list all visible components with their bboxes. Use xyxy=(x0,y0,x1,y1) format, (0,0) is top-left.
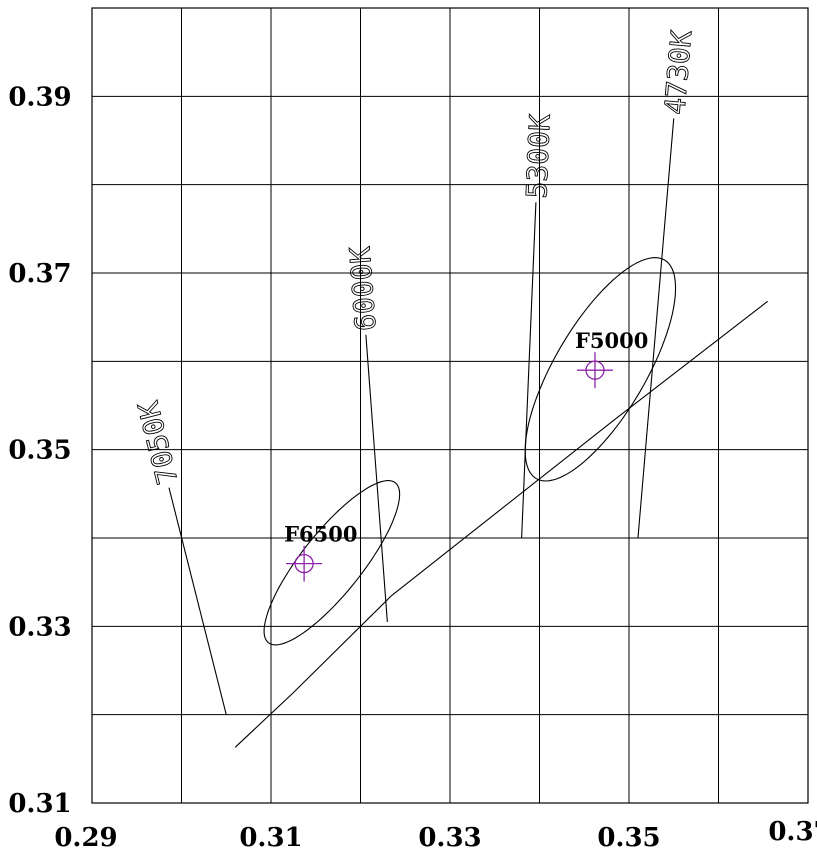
tolerance-ellipse xyxy=(263,480,401,646)
y-tick-label: 0.39 xyxy=(8,82,71,112)
point-marker: F5000 xyxy=(575,328,648,389)
point-marker: F6500 xyxy=(284,522,357,582)
cct-label: 7050K xyxy=(132,398,185,488)
x-tick-label: 0.33 xyxy=(418,823,481,852)
isotemperature-line xyxy=(365,334,388,622)
point-label: F5000 xyxy=(575,328,648,353)
planckian-locus-layer xyxy=(234,300,769,748)
x-axis-ticks: 0.29 0.31 0.33 0.35 0.37 xyxy=(54,817,817,852)
isotemperature-line xyxy=(637,118,675,539)
x-tick-label: 0.37 xyxy=(768,817,817,847)
y-tick-label: 0.35 xyxy=(8,436,71,466)
points-layer: F6500 F5000 xyxy=(284,328,648,582)
cct-label: 4730K xyxy=(658,29,698,116)
cct-label: 6000K xyxy=(343,245,382,332)
cct-label: 5300K xyxy=(520,113,557,199)
planckian-locus xyxy=(234,300,769,748)
y-tick-label: 0.31 xyxy=(8,789,71,819)
grid xyxy=(91,7,809,804)
y-tick-label: 0.33 xyxy=(8,612,71,642)
point-label: F6500 xyxy=(284,522,357,547)
isotemperature-line xyxy=(521,202,537,539)
x-tick-label: 0.29 xyxy=(54,823,117,852)
y-axis-ticks: 0.31 0.33 0.35 0.37 0.39 xyxy=(8,82,71,819)
x-tick-label: 0.35 xyxy=(597,823,660,852)
y-tick-label: 0.37 xyxy=(8,259,71,289)
tolerance-ellipses-layer xyxy=(263,257,677,646)
x-tick-label: 0.31 xyxy=(239,823,302,852)
isotemperature-lines-layer: 7050K 6000K 5300K 4730K xyxy=(131,28,699,715)
tolerance-ellipse xyxy=(524,257,677,482)
isotemperature-line xyxy=(168,487,227,715)
